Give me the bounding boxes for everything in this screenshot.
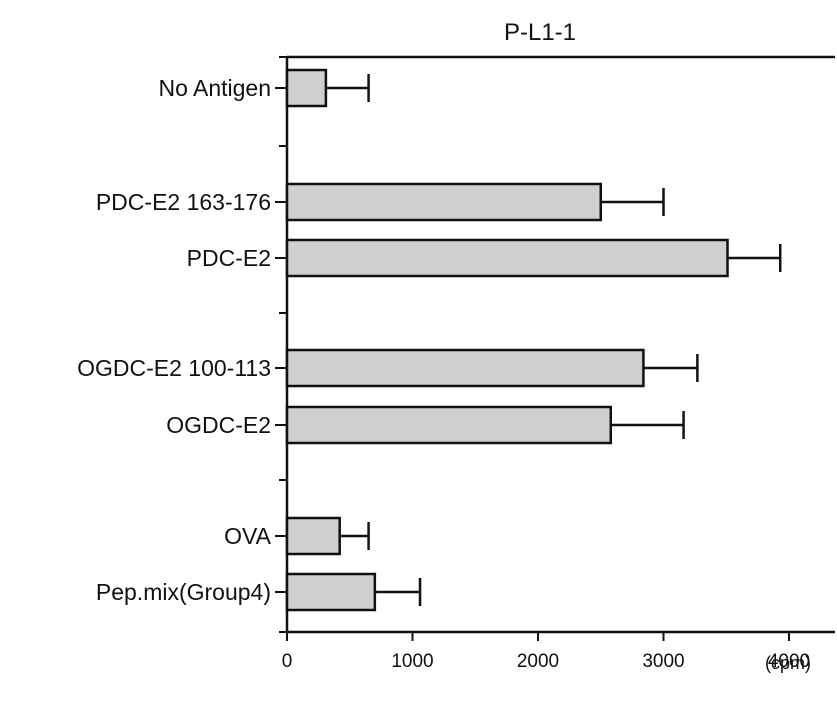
category-label: No Antigen bbox=[158, 75, 271, 101]
bar bbox=[285, 68, 328, 108]
x-tick-label: 1000 bbox=[391, 651, 433, 672]
category-label: Pep.mix(Group4) bbox=[96, 579, 271, 605]
category-label: PDC-E2 bbox=[187, 245, 271, 271]
plot-area: 0 1000 2000 3000 4000 No Antigen PDC-E2 163-17… bbox=[77, 55, 835, 672]
x-tick-label: 4000 bbox=[768, 651, 810, 672]
x-tick-label: 2000 bbox=[517, 651, 559, 672]
category-label: OGDC-E2 100-113 bbox=[77, 355, 271, 381]
bar bbox=[285, 238, 729, 278]
chart-title: P-L1-1 bbox=[504, 19, 576, 46]
bar bbox=[285, 348, 645, 388]
bar bbox=[285, 182, 602, 222]
category-label: OVA bbox=[224, 523, 272, 549]
x-tick-label: 0 bbox=[282, 651, 293, 672]
bar bbox=[285, 405, 613, 445]
bar bbox=[285, 516, 341, 556]
category-label: PDC-E2 163-176 bbox=[96, 189, 271, 215]
x-tick-label: 3000 bbox=[642, 651, 684, 672]
bar bbox=[285, 572, 377, 612]
x-axis-unit-label: (cpm) bbox=[765, 653, 811, 673]
category-label: OGDC-E2 bbox=[166, 412, 271, 438]
